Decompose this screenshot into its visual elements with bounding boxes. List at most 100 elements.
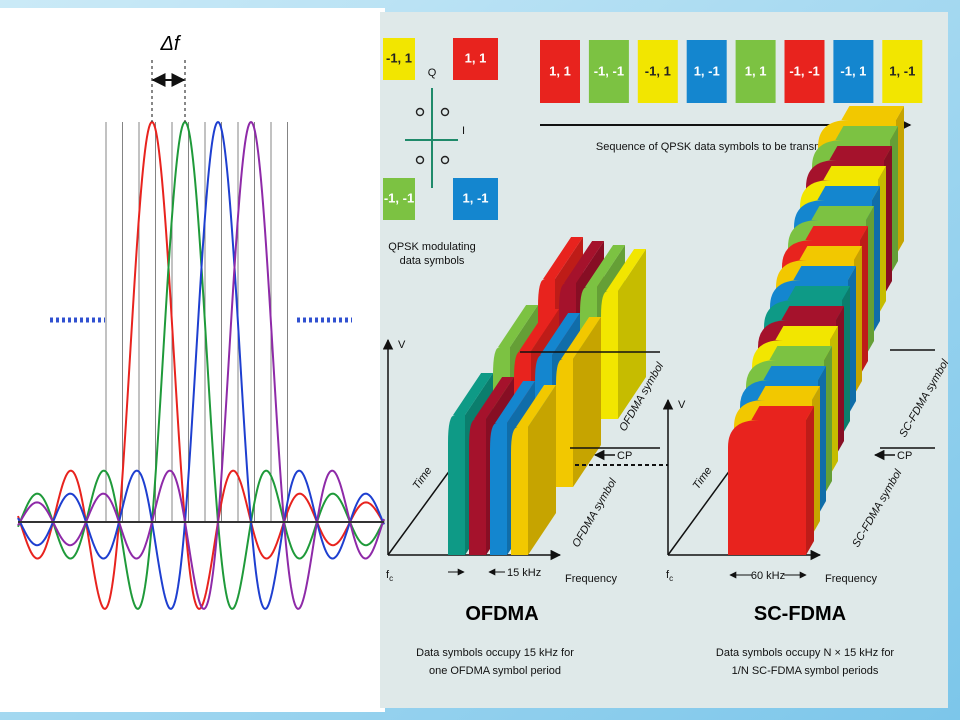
- block-top: [498, 305, 538, 347]
- block-front: [556, 359, 573, 487]
- block-top: [781, 306, 844, 320]
- block-side: [806, 406, 814, 555]
- constellation-symbol: [383, 38, 415, 80]
- constellation-label: 1, -1: [462, 190, 488, 205]
- ofdma-description: Data symbols occupy 15 kHz for: [416, 647, 574, 659]
- block-front: [469, 419, 486, 555]
- block-top: [519, 309, 559, 351]
- block-top: [495, 381, 535, 423]
- cp-label: CP: [897, 450, 912, 462]
- sequence-symbol: [735, 40, 776, 103]
- block-top: [793, 266, 856, 280]
- i-label: I: [462, 125, 465, 137]
- block-top: [769, 346, 832, 360]
- block-side-shade: [528, 385, 556, 555]
- subcarrier-block: [556, 317, 601, 487]
- block-top: [543, 237, 583, 279]
- constellation-caption: QPSK modulating: [388, 241, 475, 253]
- sequence-label: -1, -1: [789, 63, 819, 78]
- block-top: [606, 249, 646, 291]
- block-top: [561, 317, 601, 359]
- scfdma-description: 1/N SC-FDMA symbol periods: [732, 665, 879, 677]
- sequence-symbol: [784, 40, 825, 103]
- block-top: [835, 126, 898, 140]
- block-front: [511, 427, 528, 555]
- sequence-label: 1, -1: [694, 63, 720, 78]
- constellation-label: 1, 1: [465, 50, 487, 65]
- block-side: [573, 317, 601, 487]
- block-top: [564, 241, 604, 283]
- delta-label: Δf: [160, 33, 182, 55]
- freq-label: Frequency: [825, 573, 877, 585]
- sequence-symbol: [540, 40, 580, 103]
- origin-f: f: [386, 569, 390, 581]
- block-side: [528, 385, 556, 555]
- block-top: [540, 313, 580, 355]
- block-top: [829, 146, 892, 160]
- block-top: [811, 206, 874, 220]
- block-front: [601, 291, 618, 419]
- block-top: [585, 245, 625, 287]
- sequence-label: -1, -1: [594, 63, 624, 78]
- sequence-label: 1, 1: [745, 63, 767, 78]
- constellation-caption: data symbols: [400, 255, 465, 267]
- block-top: [787, 286, 850, 300]
- sequence-symbol: [882, 40, 923, 103]
- sequence-symbol: [686, 40, 727, 103]
- sequence-caption: Sequence of QPSK data symbols to be tran…: [596, 141, 844, 153]
- bandwidth-label: 60 kHz: [751, 570, 785, 582]
- block-side-shade: [806, 406, 814, 555]
- block-top: [799, 246, 862, 260]
- block-top: [775, 326, 838, 340]
- cp-label: CP: [617, 450, 632, 462]
- constellation-point: [415, 107, 425, 117]
- origin-sub: c: [669, 574, 673, 583]
- sequence-symbol: [833, 40, 874, 103]
- bandwidth-label: 15 kHz: [507, 567, 541, 579]
- v-label: V: [398, 339, 406, 351]
- subcarrier-block: [601, 249, 646, 419]
- left-panel: [0, 8, 385, 712]
- origin-sub: c: [389, 574, 393, 583]
- block-top: [823, 166, 886, 180]
- block-side-shade: [573, 317, 601, 487]
- sequence-symbol: [637, 40, 678, 103]
- sequence-label: -1, 1: [645, 63, 671, 78]
- block-top: [757, 386, 820, 400]
- sequence-label: 1, 1: [549, 63, 571, 78]
- origin-label: fc: [386, 569, 393, 583]
- sequence-symbol: [588, 40, 629, 103]
- subcarrier-curve: [17, 120, 385, 610]
- block-top: [817, 186, 880, 200]
- block-front: [448, 415, 465, 555]
- block-top: [453, 373, 493, 415]
- constellation-label: -1, 1: [386, 50, 412, 65]
- scfdma-title: SC-FDMA: [754, 603, 846, 625]
- block-top: [474, 377, 514, 419]
- subcarrier-curve: [17, 120, 385, 610]
- v-label: V: [678, 399, 686, 411]
- constellation-symbol: [453, 178, 498, 220]
- constellation-point: [440, 155, 450, 165]
- block-top: [805, 226, 868, 240]
- fdma-diagram: -1, 1 1, 1 -1, -1 1, -1 Q I QPSK modulating dat…: [382, 38, 952, 677]
- constellation-point: [415, 155, 425, 165]
- subcarrier-plot: Δf: [17, 33, 385, 610]
- subcarrier-block: [728, 406, 814, 555]
- sequence-label: -1, 1: [840, 63, 866, 78]
- ofdma-title: OFDMA: [465, 603, 538, 625]
- scfdma-description: Data symbols occupy N × 15 kHz for: [716, 647, 895, 659]
- block-front: [728, 420, 806, 555]
- block-top: [841, 106, 904, 120]
- origin-f: f: [666, 569, 670, 581]
- block-front: [490, 423, 507, 555]
- block-side-shade: [618, 249, 646, 419]
- constellation-symbol: [453, 38, 498, 80]
- constellation-point: [440, 107, 450, 117]
- constellation-label: -1, -1: [384, 190, 414, 205]
- constellation-symbol: [383, 178, 415, 220]
- block-top: [516, 385, 556, 427]
- block-side: [618, 249, 646, 419]
- subcarrier-block: [511, 385, 556, 555]
